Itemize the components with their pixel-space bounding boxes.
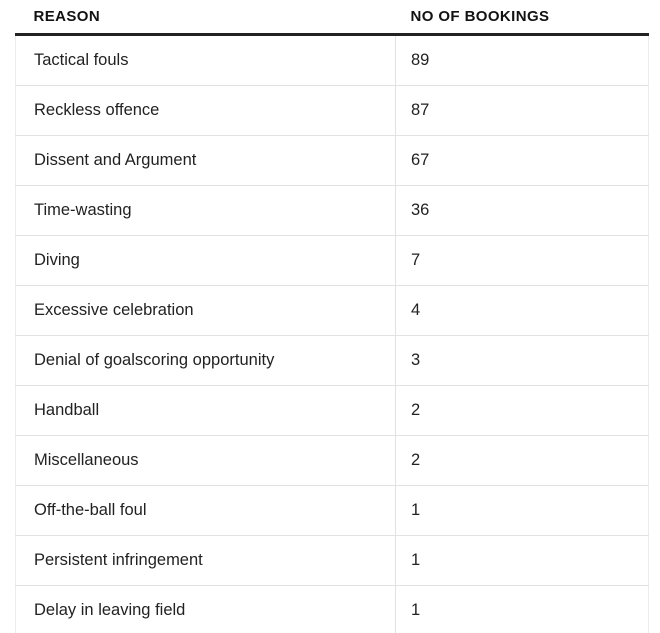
column-header-reason: REASON: [15, 0, 396, 36]
bookings-cell: 2: [395, 435, 649, 486]
reason-cell: Delay in leaving field: [15, 585, 396, 633]
reason-cell: Off-the-ball foul: [15, 485, 396, 536]
table-row: Reckless offence 87: [15, 85, 649, 136]
bookings-cell: 1: [395, 585, 649, 633]
bookings-cell: 87: [395, 85, 649, 136]
table-row: Time-wasting 36: [15, 185, 649, 236]
table-row: Diving 7: [15, 235, 649, 286]
bookings-cell: 36: [395, 185, 649, 236]
bookings-table: REASON NO OF BOOKINGS Tactical fouls 89 Re…: [15, 0, 649, 633]
reason-cell: Tactical fouls: [15, 34, 396, 86]
bookings-cell: 7: [395, 235, 649, 286]
reason-cell: Excessive celebration: [15, 285, 396, 336]
reason-cell: Diving: [15, 235, 396, 286]
column-header-bookings: NO OF BOOKINGS: [395, 0, 649, 36]
table-header-row: REASON NO OF BOOKINGS: [15, 0, 649, 36]
reason-cell: Denial of goalscoring opportunity: [15, 335, 396, 386]
reason-cell: Dissent and Argument: [15, 135, 396, 186]
bookings-cell: 67: [395, 135, 649, 186]
table-row: Denial of goalscoring opportunity 3: [15, 335, 649, 386]
table-row: Off-the-ball foul 1: [15, 485, 649, 536]
table-row: Delay in leaving field 1: [15, 585, 649, 633]
bookings-cell: 1: [395, 535, 649, 586]
reason-cell: Reckless offence: [15, 85, 396, 136]
table-row: Dissent and Argument 67: [15, 135, 649, 186]
reason-cell: Miscellaneous: [15, 435, 396, 486]
table-row: Persistent infringement 1: [15, 535, 649, 586]
table-row: Tactical fouls 89: [15, 34, 649, 86]
reason-cell: Handball: [15, 385, 396, 436]
table-body: Tactical fouls 89 Reckless offence 87 Dissen…: [15, 34, 649, 633]
bookings-cell: 4: [395, 285, 649, 336]
table-row: Excessive celebration 4: [15, 285, 649, 336]
bookings-cell: 1: [395, 485, 649, 536]
reason-cell: Persistent infringement: [15, 535, 396, 586]
bookings-cell: 3: [395, 335, 649, 386]
bookings-cell: 89: [395, 34, 649, 86]
bookings-cell: 2: [395, 385, 649, 436]
table-row: Miscellaneous 2: [15, 435, 649, 486]
reason-cell: Time-wasting: [15, 185, 396, 236]
table-row: Handball 2: [15, 385, 649, 436]
